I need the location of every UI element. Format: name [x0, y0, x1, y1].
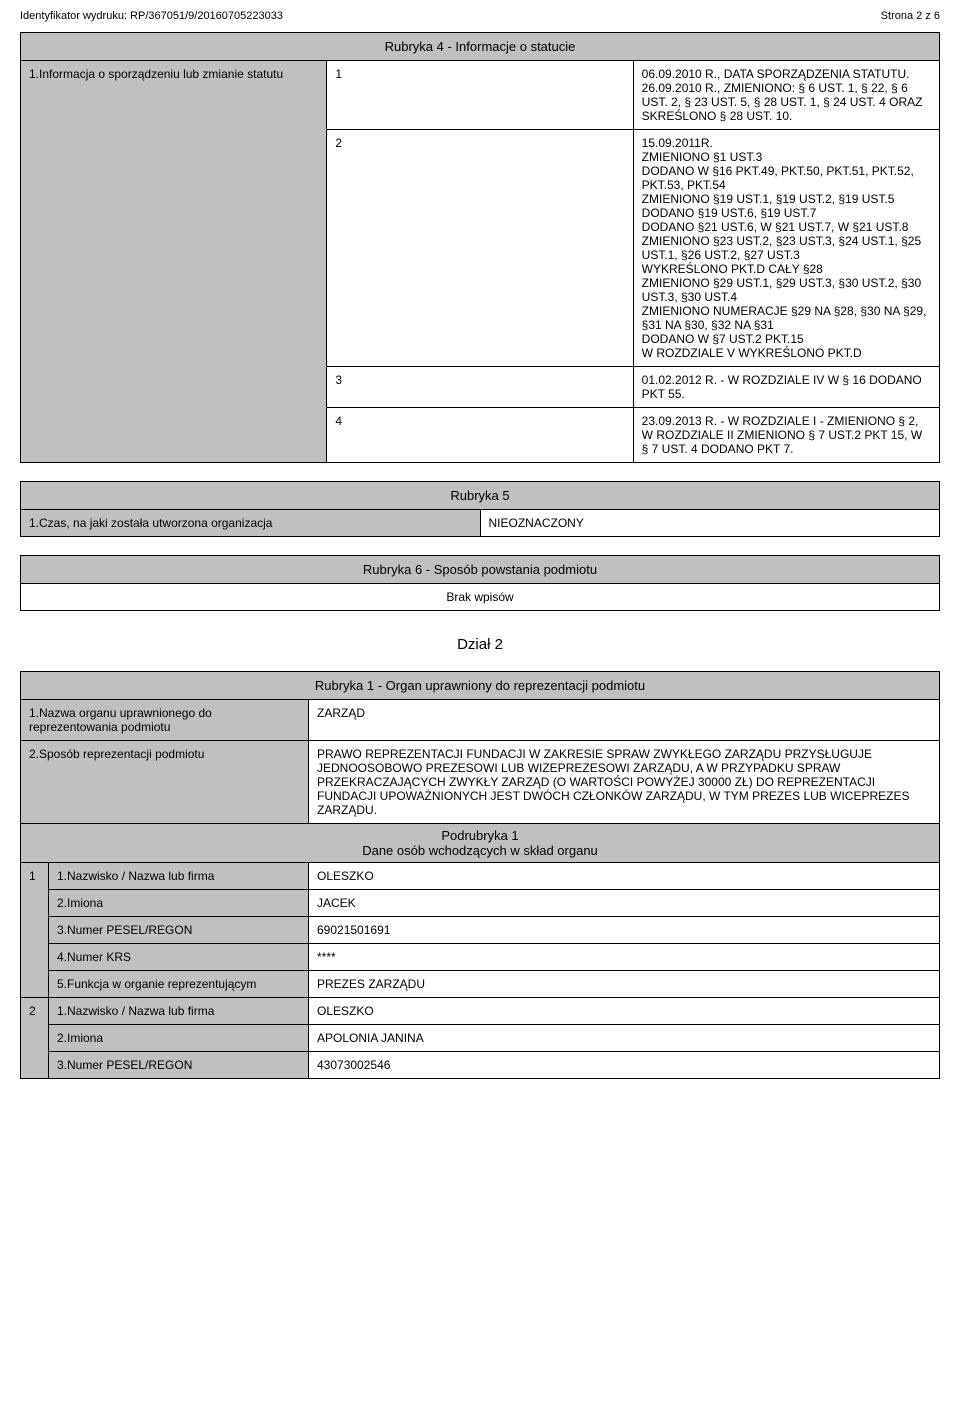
rubryka4-row-label: 1.Informacja o sporządzeniu lub zmianie … [21, 61, 327, 463]
rubryka5-row-label: 1.Czas, na jaki została utworzona organi… [21, 510, 481, 537]
rubryka4-entry-idx: 4 [327, 408, 633, 463]
person-field-label: 1.Nazwisko / Nazwa lub firma [49, 863, 309, 890]
rubryka1-table: Rubryka 1 - Organ uprawniony do reprezen… [20, 671, 940, 1079]
person-field-label: 1.Nazwisko / Nazwa lub firma [49, 998, 309, 1025]
person-field-label: 3.Numer PESEL/REGON [49, 917, 309, 944]
rubryka4-title: Rubryka 4 - Informacje o statucie [21, 33, 940, 61]
rubryka1-top-value: PRAWO REPREZENTACJI FUNDACJI W ZAKRESIE … [309, 741, 940, 824]
person-field-label: 4.Numer KRS [49, 944, 309, 971]
podrubryka-header: Podrubryka 1 Dane osób wchodzących w skł… [21, 824, 940, 863]
rubryka1-title: Rubryka 1 - Organ uprawniony do reprezen… [21, 672, 940, 700]
rubryka1-top-label: 2.Sposób reprezentacji podmiotu [21, 741, 309, 824]
rubryka6-table: Rubryka 6 - Sposób powstania podmiotu Br… [20, 555, 940, 611]
page-number: Strona 2 z 6 [881, 10, 940, 22]
rubryka1-top-label: 1.Nazwa organu uprawnionego do reprezent… [21, 700, 309, 741]
rubryka1-top-value: ZARZĄD [309, 700, 940, 741]
rubryka5-title: Rubryka 5 [21, 482, 940, 510]
person-field-value: JACEK [309, 890, 940, 917]
rubryka4-entry-idx: 3 [327, 367, 633, 408]
person-field-value: APOLONIA JANINA [309, 1025, 940, 1052]
rubryka4-table: Rubryka 4 - Informacje o statucie 1.Info… [20, 32, 940, 463]
podrubryka-title-1: Podrubryka 1 [25, 828, 935, 843]
person-field-value: OLESZKO [309, 998, 940, 1025]
person-field-label: 2.Imiona [49, 890, 309, 917]
person-field-value: 43073002546 [309, 1052, 940, 1079]
podrubryka-title-2: Dane osób wchodzących w skład organu [25, 843, 935, 858]
print-id: Identyfikator wydruku: RP/367051/9/20160… [20, 10, 283, 22]
person-field-label: 3.Numer PESEL/REGON [49, 1052, 309, 1079]
rubryka4-entry-idx: 1 [327, 61, 633, 130]
person-field-value: **** [309, 944, 940, 971]
person-idx: 2 [21, 998, 49, 1079]
person-field-value: 69021501691 [309, 917, 940, 944]
rubryka4-entry-text: 01.02.2012 R. - W ROZDZIALE IV W § 16 DO… [633, 367, 939, 408]
print-header: Identyfikator wydruku: RP/367051/9/20160… [20, 10, 940, 22]
dzial2-title: Dział 2 [20, 636, 940, 653]
person-field-value: OLESZKO [309, 863, 940, 890]
person-field-label: 2.Imiona [49, 1025, 309, 1052]
person-field-value: PREZES ZARZĄDU [309, 971, 940, 998]
rubryka4-entry-text: 23.09.2013 R. - W ROZDZIALE I - ZMIENION… [633, 408, 939, 463]
rubryka6-title: Rubryka 6 - Sposób powstania podmiotu [21, 556, 940, 584]
rubryka5-row-value: NIEOZNACZONY [480, 510, 940, 537]
person-idx: 1 [21, 863, 49, 998]
rubryka5-table: Rubryka 5 1.Czas, na jaki została utworz… [20, 481, 940, 537]
rubryka4-entry-idx: 2 [327, 130, 633, 367]
rubryka4-entry-text: 15.09.2011R. ZMIENIONO §1 UST.3 DODANO W… [633, 130, 939, 367]
person-field-label: 5.Funkcja w organie reprezentującym [49, 971, 309, 998]
rubryka6-body: Brak wpisów [21, 584, 940, 611]
rubryka4-entry-text: 06.09.2010 R., DATA SPORZĄDZENIA STATUTU… [633, 61, 939, 130]
